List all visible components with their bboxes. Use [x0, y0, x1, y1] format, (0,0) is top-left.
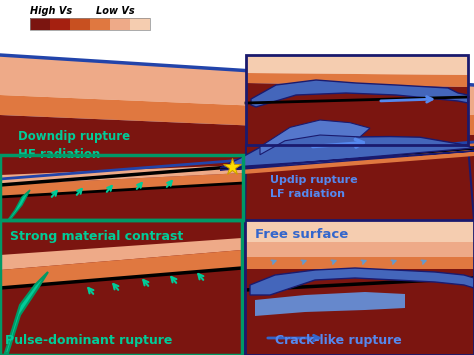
Text: Low Vs: Low Vs	[96, 6, 135, 16]
Bar	[30, 18, 51, 30]
Bar	[246, 55, 468, 145]
Text: Free surface: Free surface	[255, 228, 348, 241]
Bar	[90, 18, 110, 30]
Polygon shape	[0, 238, 242, 270]
Bar	[245, 242, 474, 257]
Polygon shape	[255, 292, 405, 316]
Polygon shape	[0, 95, 474, 135]
Polygon shape	[8, 190, 30, 220]
Polygon shape	[246, 83, 468, 145]
Bar	[246, 55, 468, 145]
Bar	[245, 257, 474, 269]
Bar	[0, 155, 243, 220]
Bar	[0, 220, 242, 355]
Polygon shape	[0, 250, 242, 288]
Polygon shape	[246, 55, 468, 75]
Polygon shape	[0, 165, 243, 185]
Text: Pulse-dominant rupture: Pulse-dominant rupture	[5, 334, 173, 347]
Bar	[110, 18, 130, 30]
Bar	[0, 0, 474, 220]
Bar	[70, 18, 91, 30]
Polygon shape	[0, 156, 474, 355]
Polygon shape	[0, 173, 243, 197]
Polygon shape	[250, 268, 474, 295]
Bar	[30, 18, 150, 30]
Bar	[50, 18, 71, 30]
Polygon shape	[0, 55, 474, 115]
Text: Strong material contrast: Strong material contrast	[10, 230, 183, 243]
Polygon shape	[0, 143, 474, 193]
Text: Updip rupture
LF radiation: Updip rupture LF radiation	[270, 175, 357, 199]
Text: High Vs: High Vs	[30, 6, 72, 16]
Polygon shape	[5, 272, 48, 353]
Bar	[0, 220, 242, 355]
Polygon shape	[0, 115, 474, 220]
Bar	[245, 220, 474, 355]
Text: Downdip rupture
HF radiation: Downdip rupture HF radiation	[18, 130, 130, 161]
Bar	[245, 220, 474, 242]
Text: Crack-like rupture: Crack-like rupture	[275, 334, 402, 347]
Polygon shape	[220, 133, 474, 170]
Polygon shape	[251, 80, 468, 107]
Bar	[245, 220, 474, 355]
Bar	[0, 155, 243, 220]
Polygon shape	[260, 120, 370, 155]
Bar	[130, 18, 151, 30]
Polygon shape	[246, 73, 468, 87]
